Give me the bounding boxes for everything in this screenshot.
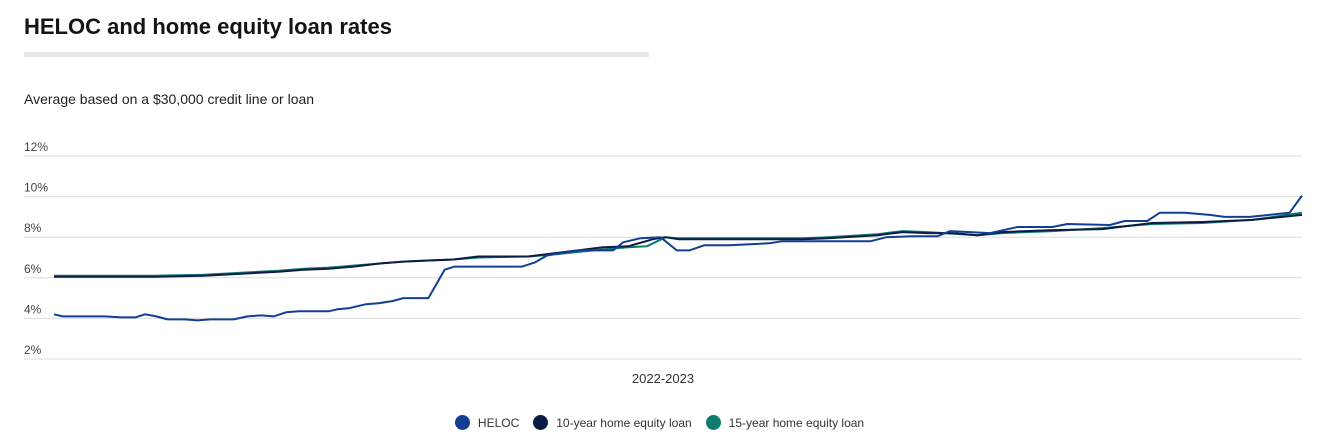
x-axis-label: 2022-2023 bbox=[632, 371, 694, 386]
legend: HELOC 10-year home equity loan 15-year hom… bbox=[0, 415, 1319, 430]
y-tick-label: 2% bbox=[24, 343, 42, 357]
chart-title: HELOC and home equity loan rates bbox=[24, 14, 392, 39]
y-tick-label: 10% bbox=[24, 181, 48, 195]
y-tick-label: 12% bbox=[24, 140, 48, 154]
legend-dot-icon bbox=[454, 415, 470, 430]
series-line-15-year-home-equity-loan bbox=[54, 211, 1303, 277]
chart-subtitle: Average based on a $30,000 credit line o… bbox=[24, 91, 315, 107]
legend-label: 10-year home equity loan bbox=[556, 415, 692, 430]
legend-item[interactable]: 10-year home equity loan bbox=[533, 415, 692, 430]
legend-dot-icon bbox=[705, 415, 721, 430]
gridlines bbox=[24, 155, 1302, 360]
y-tick-label: 4% bbox=[24, 302, 42, 316]
series-lines bbox=[53, 195, 1303, 322]
y-tick-label: 8% bbox=[24, 221, 42, 235]
y-tick-label: 6% bbox=[24, 262, 42, 276]
y-axis-ticks: 2% 4% 6% 8% 10% 12% bbox=[24, 140, 48, 357]
series-line-heloc bbox=[53, 195, 1303, 322]
legend-item[interactable]: HELOC bbox=[454, 415, 520, 430]
legend-label: 15-year home equity loan bbox=[728, 415, 865, 430]
title-underline bbox=[24, 52, 649, 57]
legend-item[interactable]: 15-year home equity loan bbox=[705, 415, 865, 430]
series-line-10-year-home-equity-loan bbox=[54, 213, 1303, 278]
legend-dot-icon bbox=[533, 415, 549, 430]
legend-label: HELOC bbox=[477, 415, 520, 430]
